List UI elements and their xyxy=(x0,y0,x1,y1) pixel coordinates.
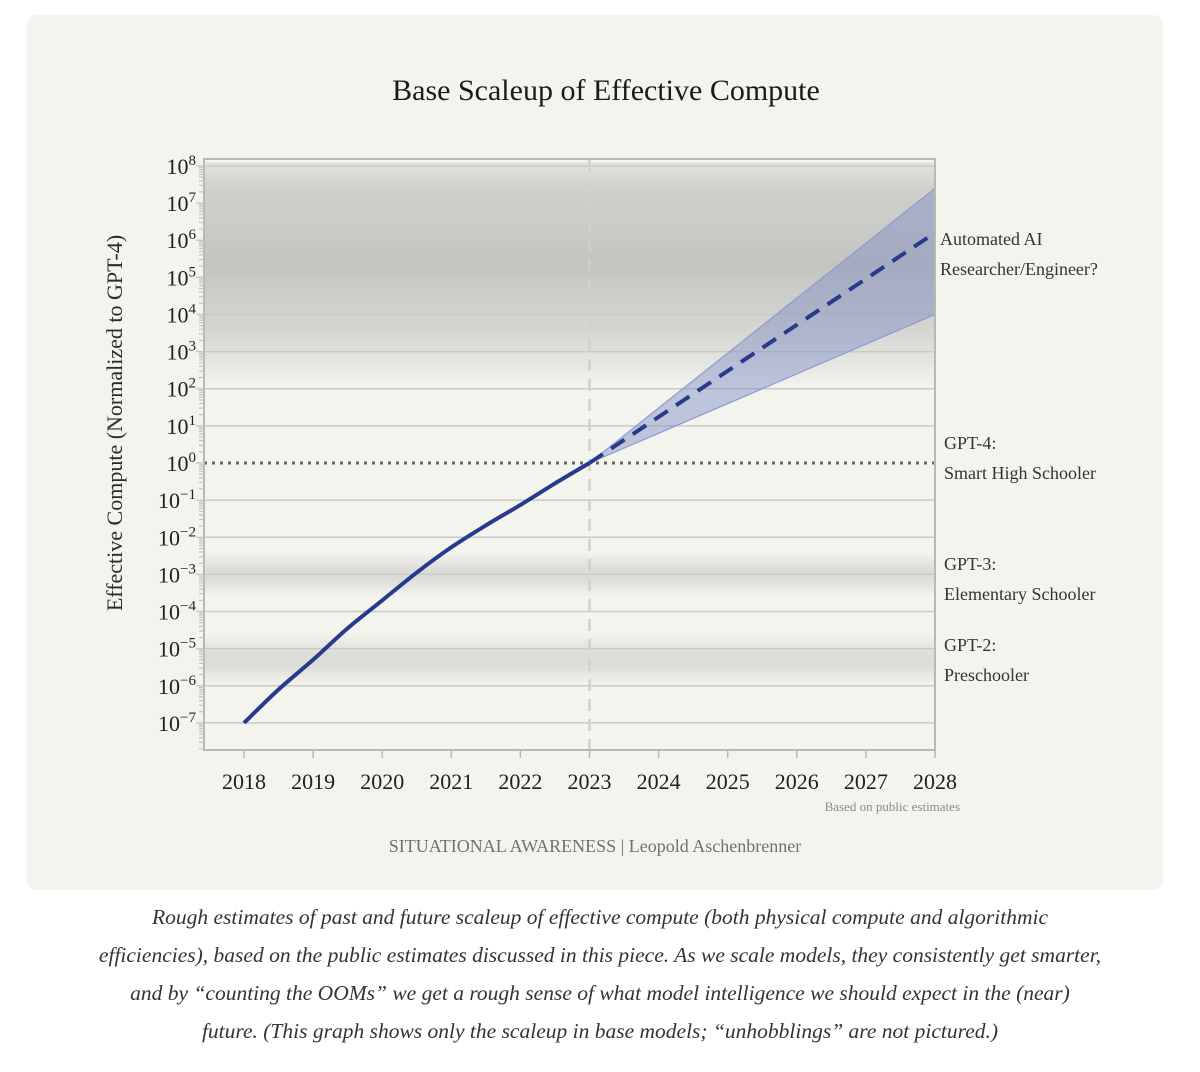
y-tick-exponent: −2 xyxy=(180,524,196,540)
annotation-gpt2: GPT-2: xyxy=(944,635,996,655)
y-tick-base: 10 xyxy=(158,711,180,736)
y-tick-base: 10 xyxy=(167,377,189,402)
annotation-automated: Automated AI xyxy=(940,229,1042,249)
caption-line: Rough estimates of past and future scale… xyxy=(151,905,1049,929)
x-tick-label: 2018 xyxy=(222,769,266,794)
y-tick-exponent: 1 xyxy=(189,413,197,429)
y-tick-exponent: 2 xyxy=(189,376,197,392)
y-tick-base: 10 xyxy=(158,488,180,513)
y-tick-base: 10 xyxy=(158,525,180,550)
annotation-automated: Researcher/Engineer? xyxy=(940,259,1098,279)
annotation-gpt3: Elementary Schooler xyxy=(944,584,1095,604)
caption-line: future. (This graph shows only the scale… xyxy=(201,1019,999,1043)
y-tick-exponent: 7 xyxy=(189,190,197,206)
y-tick-base: 10 xyxy=(167,414,189,439)
figure-caption: Rough estimates of past and future scale… xyxy=(0,898,1200,1050)
shaded-region-gpt2-zone xyxy=(204,633,935,686)
y-tick-label: 100 xyxy=(167,450,197,476)
chart: Base Scaleup of Effective Compute 108107… xyxy=(102,74,1098,856)
source-note: Based on public estimates xyxy=(825,799,960,814)
plot-frame xyxy=(203,158,936,751)
x-tick-label: 2020 xyxy=(360,769,404,794)
series-line-historical xyxy=(242,461,591,725)
y-tick-base: 10 xyxy=(167,228,189,253)
y-tick-exponent: 8 xyxy=(189,153,197,169)
y-tick-base: 10 xyxy=(167,340,189,365)
y-tick-label: 10−3 xyxy=(158,561,196,587)
y-tick-exponent: −6 xyxy=(180,673,196,689)
y-tick-label: 101 xyxy=(167,413,197,439)
caption-line: and by “counting the OOMs” we get a roug… xyxy=(130,981,1070,1005)
y-tick-label: 10−5 xyxy=(158,636,196,662)
x-tick-label: 2023 xyxy=(568,769,612,794)
x-tick-label: 2025 xyxy=(706,769,750,794)
y-tick-label: 106 xyxy=(167,227,197,253)
annotation-gpt3: GPT-3: xyxy=(944,554,996,574)
y-tick-exponent: 5 xyxy=(189,264,197,280)
x-tick-label: 2027 xyxy=(844,769,888,794)
y-tick-base: 10 xyxy=(167,191,189,216)
annotation-gpt4: GPT-4: xyxy=(944,433,996,453)
y-tick-exponent: 6 xyxy=(189,227,197,243)
footer-credit: SITUATIONAL AWARENESS | Leopold Aschenbr… xyxy=(389,836,801,856)
y-tick-label: 10−1 xyxy=(158,487,196,513)
y-tick-label: 10−2 xyxy=(158,524,196,550)
y-tick-label: 10−7 xyxy=(158,710,196,736)
y-tick-base: 10 xyxy=(167,265,189,290)
caption-line: efficiencies), based on the public estim… xyxy=(98,943,1102,967)
uncertainty-band xyxy=(589,187,935,464)
y-tick-base: 10 xyxy=(167,154,189,179)
y-tick-label: 105 xyxy=(167,264,197,290)
y-tick-label: 103 xyxy=(167,339,197,365)
y-tick-exponent: −5 xyxy=(180,636,196,652)
y-tick-exponent: −4 xyxy=(180,599,196,615)
y-tick-exponent: −3 xyxy=(180,561,196,577)
y-tick-base: 10 xyxy=(158,600,180,625)
y-tick-base: 10 xyxy=(167,451,189,476)
chart-title: Base Scaleup of Effective Compute xyxy=(392,74,820,107)
y-tick-label: 108 xyxy=(167,153,197,179)
y-tick-label: 10−4 xyxy=(158,599,196,625)
y-tick-exponent: 4 xyxy=(189,301,197,317)
y-tick-exponent: 0 xyxy=(189,450,197,466)
x-tick-label: 2021 xyxy=(429,769,473,794)
x-tick-label: 2026 xyxy=(775,769,819,794)
y-tick-base: 10 xyxy=(158,637,180,662)
annotation-gpt2: Preschooler xyxy=(944,665,1029,685)
y-tick-label: 10−6 xyxy=(158,673,196,699)
y-tick-label: 102 xyxy=(167,376,197,402)
annotation-gpt4: Smart High Schooler xyxy=(944,463,1096,483)
x-tick-label: 2022 xyxy=(498,769,542,794)
series-line-projection-median xyxy=(588,231,935,465)
x-tick-label: 2024 xyxy=(637,769,681,794)
y-axis-label: Effective Compute (Normalized to GPT-4) xyxy=(102,235,127,611)
y-tick-label: 104 xyxy=(167,301,197,327)
y-tick-exponent: −7 xyxy=(180,710,196,726)
x-tick-label: 2019 xyxy=(291,769,335,794)
y-tick-base: 10 xyxy=(167,302,189,327)
x-tick-label: 2028 xyxy=(913,769,957,794)
y-tick-base: 10 xyxy=(158,674,180,699)
y-tick-exponent: 3 xyxy=(189,339,197,355)
y-tick-label: 107 xyxy=(167,190,197,216)
y-tick-base: 10 xyxy=(158,562,180,587)
y-tick-exponent: −1 xyxy=(180,487,196,503)
